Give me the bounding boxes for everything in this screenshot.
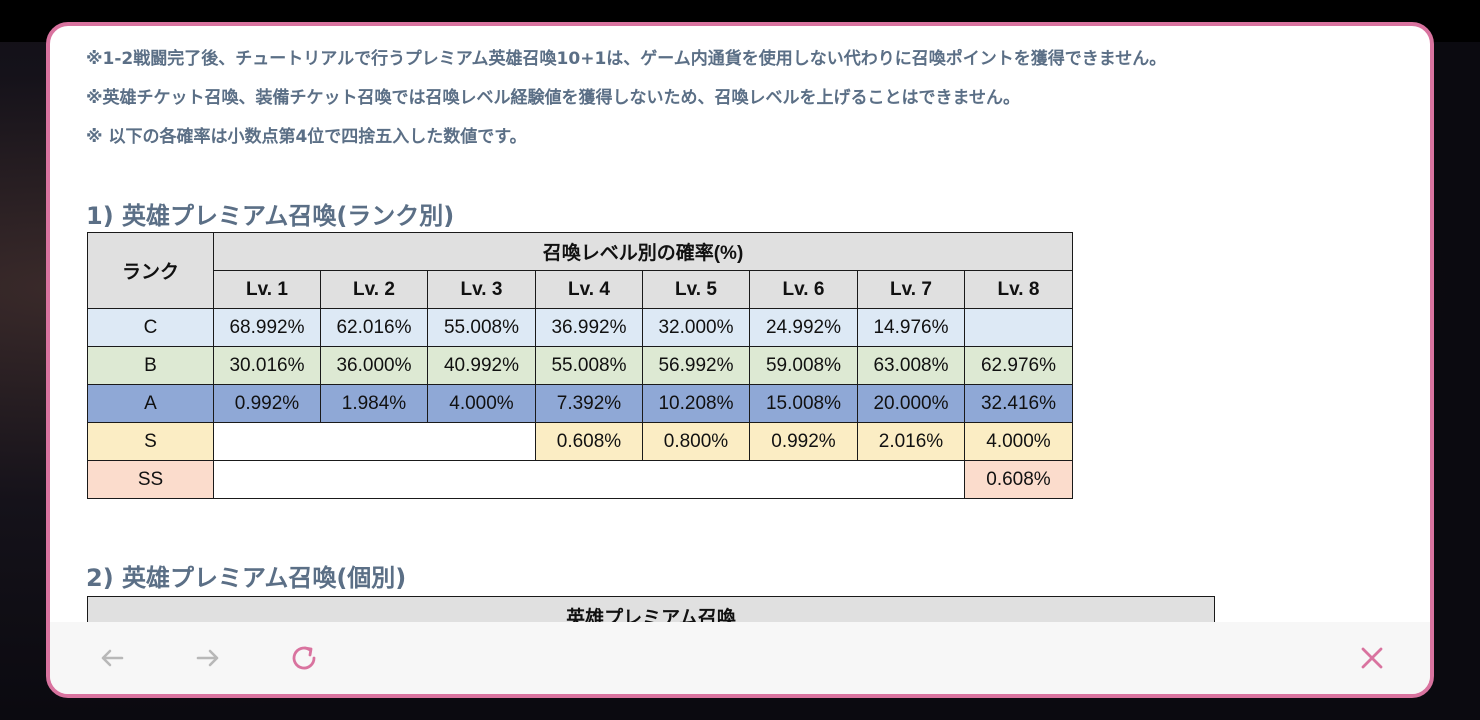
rate-cell: 55.008% [535,346,643,385]
rank-header: ランク [87,232,214,309]
rate-cell: 1.984% [320,384,428,423]
rate-cell: 40.992% [427,346,536,385]
info-modal: ※1-2戦闘完了後、チュートリアルで行うプレミアム英雄召喚10+1は、ゲーム内通… [46,22,1434,698]
section-1-title: 1) 英雄プレミアム召喚(ランク別) [86,202,455,230]
section-2-title: 2) 英雄プレミアム召喚(個別) [86,564,407,592]
rate-cell: 0.800% [642,422,750,461]
rate-cell: 62.976% [964,346,1073,385]
level-header: Lv. 2 [320,270,428,309]
level-header: Lv. 6 [749,270,858,309]
rate-cell [964,308,1073,347]
table-row-ss: SS 0.608% [87,460,1073,499]
table-row-s: S 0.608% 0.800% 0.992% 2.016% 4.000% [87,422,1073,461]
rate-cell: 24.992% [749,308,858,347]
rate-cell: 59.008% [749,346,858,385]
table-row-a: A 0.992% 1.984% 4.000% 7.392% 10.208% 15… [87,384,1073,423]
back-button[interactable] [92,638,132,678]
level-header: Lv. 3 [427,270,536,309]
rate-cell: 14.976% [857,308,965,347]
note-2: ※英雄チケット召喚、装備チケット召喚では召喚レベル経験値を獲得しないため、召喚レ… [86,88,1021,108]
rate-cell: 55.008% [427,308,536,347]
rate-cell: 4.000% [964,422,1073,461]
level-header: Lv. 1 [213,270,321,309]
rate-cell: 10.208% [642,384,750,423]
level-header: Lv. 8 [964,270,1073,309]
rate-cell: 36.000% [320,346,428,385]
rate-cell: 56.992% [642,346,750,385]
rank-cell: C [87,308,214,347]
rank-cell: SS [87,460,214,499]
rate-cell: 2.016% [857,422,965,461]
level-group-header: 召喚レベル別の確率(%) [213,232,1073,271]
rate-cell: 0.992% [213,384,321,423]
level-header: Lv. 7 [857,270,965,309]
rate-cell: 4.000% [427,384,536,423]
rate-cell: 0.608% [535,422,643,461]
reload-button[interactable] [284,638,324,678]
rate-cell: 0.608% [964,460,1073,499]
rate-cell: 20.000% [857,384,965,423]
rate-cell: 30.016% [213,346,321,385]
reload-icon [292,646,316,670]
rank-cell: S [87,422,214,461]
rank-cell: A [87,384,214,423]
individual-rate-table: 英雄プレミアム召喚 [87,596,1215,622]
rate-cell: 68.992% [213,308,321,347]
note-3: ※ 以下の各確率は小数点第4位で四捨五入した数値です。 [86,127,527,147]
rate-cell: 0.992% [749,422,858,461]
level-header: Lv. 4 [535,270,643,309]
individual-table-header: 英雄プレミアム召喚 [87,596,1215,622]
empty-cell [213,422,536,461]
rate-cell: 36.992% [535,308,643,347]
arrow-right-icon [196,649,219,667]
arrow-left-icon [101,649,124,667]
forward-button[interactable] [188,638,228,678]
close-button[interactable] [1352,638,1392,678]
level-header: Lv. 5 [642,270,750,309]
close-icon [1361,647,1383,669]
table-row-c: C 68.992% 62.016% 55.008% 36.992% 32.000… [87,308,1073,347]
browser-nav-bar [50,622,1430,694]
rate-cell: 32.416% [964,384,1073,423]
note-1: ※1-2戦闘完了後、チュートリアルで行うプレミアム英雄召喚10+1は、ゲーム内通… [86,49,1167,69]
rate-cell: 32.000% [642,308,750,347]
empty-cell [213,460,965,499]
rate-cell: 7.392% [535,384,643,423]
rank-rate-table: ランク 召喚レベル別の確率(%) Lv. 1 Lv. 2 Lv. 3 Lv. 4… [87,232,1073,499]
rate-cell: 62.016% [320,308,428,347]
rate-cell: 15.008% [749,384,858,423]
table-row-b: B 30.016% 36.000% 40.992% 55.008% 56.992… [87,346,1073,385]
rank-cell: B [87,346,214,385]
modal-content: ※1-2戦闘完了後、チュートリアルで行うプレミアム英雄召喚10+1は、ゲーム内通… [50,26,1430,622]
rate-cell: 63.008% [857,346,965,385]
